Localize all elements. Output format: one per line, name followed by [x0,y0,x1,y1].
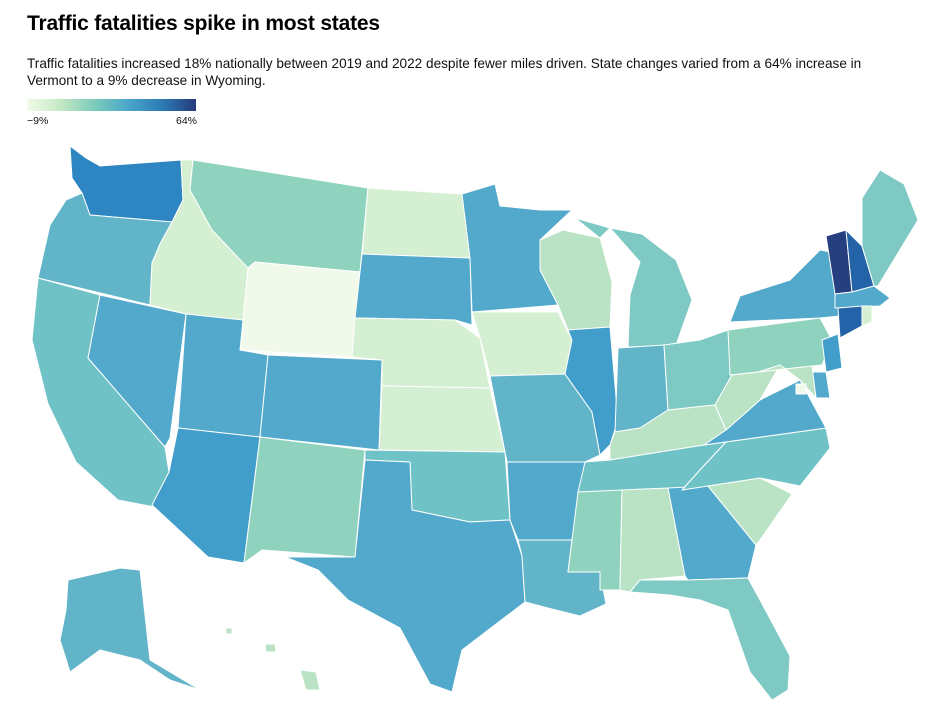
state-nd [361,187,471,259]
state-ct [837,305,863,339]
state-nm [243,436,366,564]
page-title: Traffic fatalities spike in most states [27,12,380,35]
state-ia [471,311,573,377]
state-ak [59,567,201,691]
state-dc [795,383,807,395]
state-ri [861,305,873,327]
state-wy [239,261,361,358]
state-tx [284,459,526,693]
us-states-map [31,145,919,701]
state-ny [729,249,843,323]
state-az [151,427,261,564]
state-co [259,354,383,451]
color-legend: −9% 64% [27,99,197,129]
state-fl [629,577,791,701]
subtitle: Traffic fatalities increased 18% nationa… [27,56,862,88]
state-me [861,169,919,287]
legend-min-label: −9% [27,115,49,127]
state-md [757,364,817,399]
state-va [703,379,827,446]
state-ma [834,285,891,309]
state-il [564,326,619,456]
state-nj [821,333,843,373]
state-ks [378,385,506,453]
legend-gradient-bar [27,99,196,111]
legend-max-label: 64% [175,115,197,127]
state-hi [225,627,321,691]
state-sd [354,253,473,326]
